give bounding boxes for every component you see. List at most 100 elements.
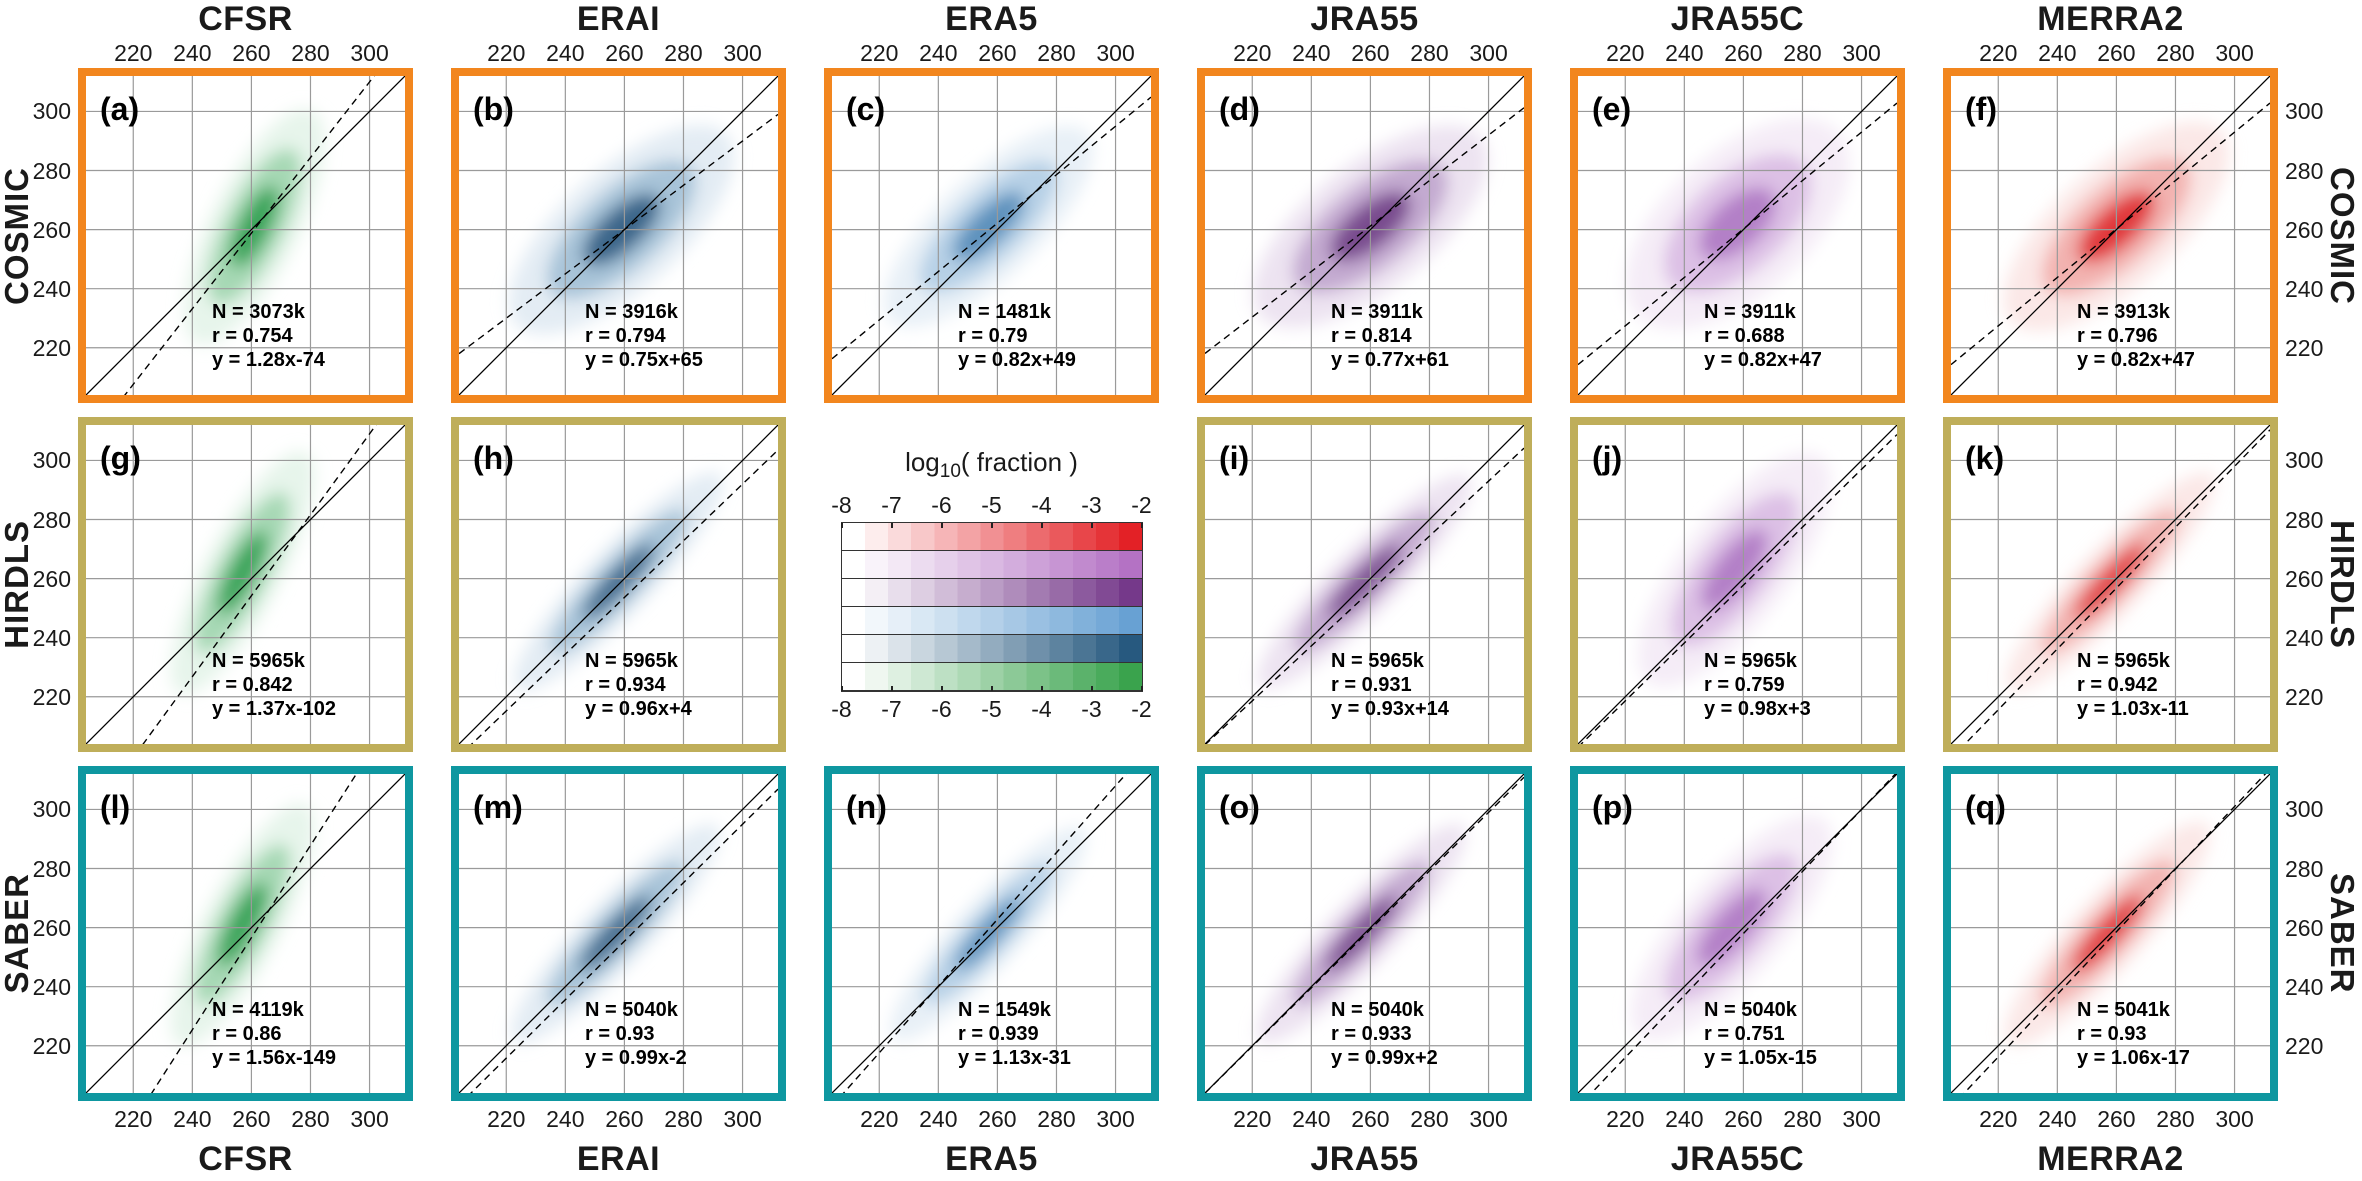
stats-line: r = 0.931 (1331, 674, 1412, 696)
x-tick-label: 280 (1783, 1106, 1822, 1132)
regression-line (1590, 774, 1897, 1093)
y-tick-label: 300 (2285, 98, 2324, 125)
y-tick-label: 240 (32, 275, 71, 302)
density-layer (2074, 544, 2147, 619)
y-tick-label: 300 (2285, 796, 2324, 823)
colorbar-legend: log10( fraction ) -8 -7 -6 -5 -4 -3 -2 -8 -7 -6-… (824, 417, 1159, 752)
y-tick-label: 240 (32, 624, 71, 651)
colorbar-tick-label: -7 (881, 491, 902, 518)
identity-line (459, 774, 778, 1093)
panel-letter: (o) (1219, 789, 1260, 825)
stats-line: y = 0.82x+47 (1704, 349, 1822, 371)
panel-o-jra55-vs-saber: (o) N = 5040k r = 0.933 y = 0.99x+2 (1197, 766, 1532, 1101)
gridlines (1951, 774, 2270, 1093)
panel-letter: (e) (1592, 91, 1631, 127)
panel-a-cfsr-vs-cosmic: (a) N = 3073k r = 0.754 y = 1.28x-74 (78, 68, 413, 403)
stats-line: y = 0.99x-2 (585, 1047, 687, 1069)
colorbar-title: log10( fraction ) (905, 447, 1078, 483)
x-tick-label: 300 (350, 1106, 389, 1132)
colorbar-tick-label: -7 (881, 695, 902, 722)
y-tick-label: 260 (2285, 914, 2324, 941)
colorbar-tick-mark (1090, 685, 1093, 691)
stats-line: y = 1.05x-15 (1704, 1047, 1817, 1069)
row-title-right-cosmic: COSMIC (2322, 68, 2362, 403)
colorbar-strip-jra55c (841, 550, 1142, 579)
regression-line (832, 96, 1151, 360)
x-tick-label: 300 (1842, 1106, 1881, 1132)
column-title-bottom-jra55c: JRA55C (1670, 1139, 1805, 1178)
colorbar-tick-mark (990, 522, 993, 528)
colorbar-tick-label: -5 (981, 695, 1002, 722)
y-tick-label: 300 (32, 796, 71, 823)
identity-line (1951, 425, 2270, 744)
stats-line: r = 0.93 (2077, 1023, 2147, 1045)
y-tick-label: 280 (32, 506, 71, 533)
x-tick-label: 260 (978, 1106, 1017, 1132)
colorbar-tick-label: -6 (931, 695, 952, 722)
gridlines (1578, 76, 1897, 395)
gridlines (832, 76, 1151, 395)
stats-line: r = 0.814 (1331, 325, 1413, 347)
regression-line (124, 76, 376, 395)
x-tick-label: 300 (2215, 1106, 2254, 1132)
regression-line (1205, 447, 1524, 744)
identity-line (832, 76, 1151, 395)
x-tick-label: 260 (605, 1106, 644, 1132)
x-tick-label: 260 (1724, 40, 1763, 66)
x-tick-label: 280 (1037, 40, 1076, 66)
row-title-left-hirdls: HIRDLS (0, 417, 35, 752)
panel-letter: (j) (1592, 440, 1622, 476)
y-tick-label: 240 (2285, 973, 2324, 1000)
identity-line (832, 774, 1151, 1093)
identity-line (1205, 425, 1524, 744)
x-tick-label: 220 (114, 40, 153, 66)
identity-line (1578, 425, 1897, 744)
density-cloud (170, 451, 315, 695)
x-tick-label: 240 (173, 40, 212, 66)
density-layer (218, 531, 267, 615)
gridlines (1951, 76, 2270, 395)
stats-line: N = 1481k (958, 301, 1052, 323)
panel-j-jra55c-vs-hirdls: (j) N = 5965k r = 0.759 y = 0.98x+3 (1570, 417, 1905, 752)
x-tick-label: 240 (546, 40, 585, 66)
density-layer (579, 896, 652, 971)
x-tick-label: 280 (1410, 1106, 1449, 1132)
x-axis-ticks-top-merra2: 220 240 260 280 300 (1943, 38, 2278, 68)
density-cloud (1625, 118, 1850, 329)
stats-line: y = 0.93x+14 (1331, 698, 1450, 720)
x-tick-label: 260 (1724, 1106, 1763, 1132)
panel-q-merra2-vs-saber: (q) N = 5041k r = 0.93 y = 1.06x-17 (1943, 766, 2278, 1101)
panel-letter: (f) (1965, 91, 1997, 127)
density-cloud (884, 126, 1093, 327)
stats-line: r = 0.796 (2077, 325, 2158, 347)
x-tick-label: 240 (2038, 40, 2077, 66)
regression-line (1580, 434, 1897, 744)
stats-line: r = 0.933 (1331, 1023, 1412, 1045)
x-tick-label: 280 (1783, 40, 1822, 66)
x-tick-label: 260 (1351, 40, 1390, 66)
y-tick-label: 260 (32, 565, 71, 592)
colorbar-strip-jra55 (841, 578, 1142, 607)
x-tick-label: 220 (1979, 1106, 2018, 1132)
stats-line: r = 0.79 (958, 325, 1028, 347)
gridlines (1951, 425, 2270, 744)
y-tick-label: 280 (2285, 855, 2324, 882)
gridlines (86, 76, 405, 395)
regression-line (142, 425, 377, 744)
regression-line (1951, 102, 2270, 366)
stats-line: r = 0.93 (585, 1023, 655, 1045)
x-tick-label: 300 (1469, 40, 1508, 66)
identity-line (459, 425, 778, 744)
colorbar-tick-mark (1090, 522, 1093, 528)
x-tick-label: 280 (291, 1106, 330, 1132)
row-title-left-cosmic: COSMIC (0, 68, 35, 403)
row-title-text: SABER (0, 873, 35, 994)
panel-d-jra55-vs-cosmic: (d) N = 3911k r = 0.814 y = 0.77x+61 (1197, 68, 1532, 403)
x-tick-label: 260 (232, 40, 271, 66)
